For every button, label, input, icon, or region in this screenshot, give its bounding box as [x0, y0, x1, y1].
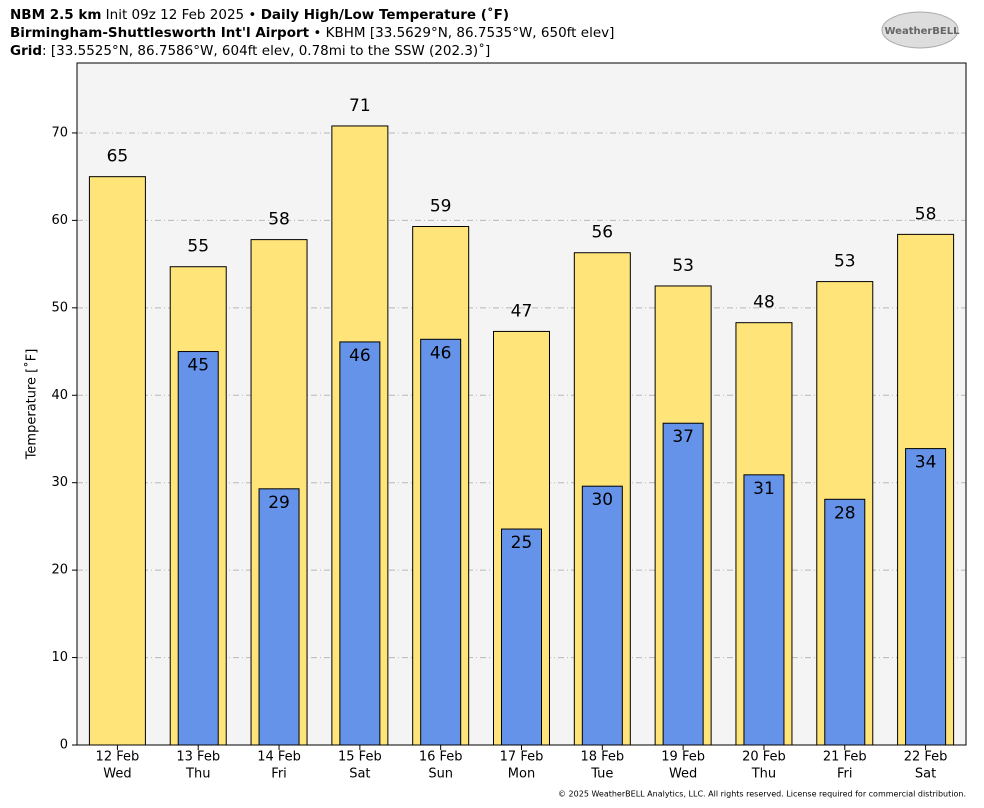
y-tick-label: 0 — [60, 738, 68, 753]
x-tick-label: 13 Feb — [176, 750, 220, 765]
y-tick-label: 10 — [51, 650, 68, 665]
x-tick-label: 16 Feb — [419, 750, 463, 765]
value-label: 45 — [187, 356, 209, 376]
y-tick-label: 70 — [51, 125, 68, 140]
x-tick-label: 19 Feb — [661, 750, 705, 765]
value-label: 46 — [430, 343, 452, 363]
bar — [581, 485, 623, 746]
x-tick-label: Wed — [103, 767, 131, 782]
title-part: Grid — [10, 43, 43, 59]
value-label: 53 — [834, 252, 856, 272]
value-label: 71 — [349, 96, 371, 116]
bar — [501, 528, 542, 746]
value-label: 53 — [672, 256, 694, 276]
bar — [743, 474, 785, 746]
x-tick-label: 14 Feb — [257, 750, 301, 765]
logo-badge — [881, 11, 959, 49]
x-tick-label: Fri — [271, 767, 287, 782]
y-tick-label: 40 — [51, 388, 68, 403]
y-axis-label: Temperature [˚F] — [24, 349, 40, 461]
value-label: 25 — [511, 533, 533, 553]
title-part: • KBHM [33.5629°N, 86.7535°W, 650ft elev… — [309, 25, 615, 41]
bar — [905, 448, 947, 746]
x-tick-label: 22 Feb — [904, 750, 948, 765]
x-tick-label: 18 Feb — [580, 750, 624, 765]
title-part: Birmingham-Shuttlesworth Int'l Airport — [10, 25, 310, 41]
x-tick-label: Thu — [751, 767, 776, 782]
value-label: 34 — [915, 453, 937, 473]
x-tick-label: Thu — [185, 767, 210, 782]
value-label: 58 — [915, 204, 937, 224]
bar — [258, 488, 300, 746]
title-line: Grid: [33.5525°N, 86.7586°W, 604ft elev,… — [10, 42, 614, 60]
value-label: 29 — [268, 493, 290, 513]
value-label: 31 — [753, 479, 775, 499]
logo: WeatherBELL — [884, 26, 960, 37]
x-tick-label: 12 Feb — [96, 750, 140, 765]
x-tick-label: 20 Feb — [742, 750, 786, 765]
value-label: 48 — [753, 293, 775, 313]
y-tick-label: 60 — [51, 213, 68, 228]
value-label: 46 — [349, 346, 371, 366]
footer: © 2025 WeatherBELL Analytics, LLC. All r… — [558, 790, 966, 799]
y-tick-label: 20 — [51, 563, 68, 578]
bar — [824, 498, 866, 746]
title-part: Init 09z 12 Feb 2025 • — [101, 7, 261, 23]
y-tick-label: 30 — [51, 475, 68, 490]
title-line: NBM 2.5 km Init 09z 12 Feb 2025 • Daily … — [10, 6, 614, 24]
plot-frame — [76, 62, 967, 746]
y-tick-label: 50 — [51, 300, 68, 315]
title-line: Birmingham-Shuttlesworth Int'l Airport •… — [10, 24, 614, 42]
x-tick-label: Wed — [669, 767, 697, 782]
bar — [420, 338, 462, 746]
value-label: 58 — [268, 210, 290, 230]
value-label: 65 — [107, 147, 129, 167]
x-tick-label: Fri — [837, 767, 853, 782]
value-label: 47 — [511, 301, 533, 321]
bar — [88, 176, 146, 746]
x-tick-label: Sun — [428, 767, 453, 782]
value-label: 55 — [187, 237, 209, 257]
x-tick-label: Sat — [915, 767, 936, 782]
x-tick-label: Tue — [590, 767, 613, 782]
x-tick-label: 17 Feb — [500, 750, 544, 765]
title-part: : [33.5525°N, 86.7586°W, 604ft elev, 0.7… — [42, 43, 491, 59]
title-part: Daily High/Low Temperature (˚F) — [260, 7, 510, 23]
value-label: 59 — [430, 197, 452, 217]
value-label: 30 — [591, 490, 613, 510]
x-tick-label: Sat — [349, 767, 370, 782]
x-tick-label: Mon — [508, 767, 535, 782]
bar — [339, 341, 381, 746]
title-part: NBM 2.5 km — [10, 7, 102, 23]
bar — [662, 422, 704, 746]
bar — [177, 351, 219, 746]
x-tick-label: 21 Feb — [823, 750, 867, 765]
value-label: 56 — [591, 223, 613, 243]
x-tick-label: 15 Feb — [338, 750, 382, 765]
header: NBM 2.5 km Init 09z 12 Feb 2025 • Daily … — [10, 6, 614, 60]
value-label: 37 — [672, 427, 694, 447]
value-label: 28 — [834, 503, 856, 523]
